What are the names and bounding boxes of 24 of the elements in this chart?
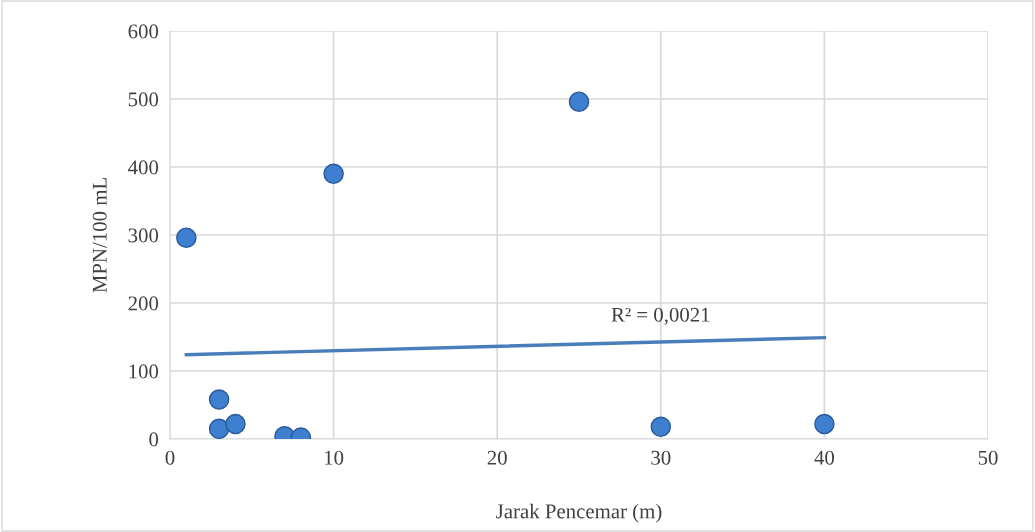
y-tick-label: 300: [128, 228, 159, 243]
x-tick-label: 50: [978, 450, 998, 465]
point: [814, 413, 835, 435]
y-tick-label: 500: [128, 92, 159, 107]
y-tick-label: 100: [129, 364, 159, 379]
point: [208, 418, 230, 439]
y-tick-label: 400: [128, 160, 159, 175]
x-tick-label: 20: [487, 450, 507, 465]
point: [650, 416, 672, 438]
annotation: R² = 0,0021: [611, 307, 710, 325]
y-tick-label: 600: [128, 24, 159, 39]
point: [208, 389, 230, 410]
x-tick-label: 0: [165, 450, 175, 465]
x-tick-label: 30: [651, 450, 671, 465]
y-tick-label: 0: [149, 432, 159, 447]
x-axis-title: Jarak Pencemar (m): [496, 503, 662, 523]
x-tick-label: 40: [814, 450, 835, 465]
x-tick-label: 10: [325, 450, 344, 465]
point: [176, 227, 197, 248]
point: [323, 163, 344, 185]
point: [225, 413, 246, 435]
y-axis-title: MPN/100 mL: [92, 178, 107, 293]
point: [568, 91, 590, 112]
y-tick-label: 200: [128, 296, 159, 311]
